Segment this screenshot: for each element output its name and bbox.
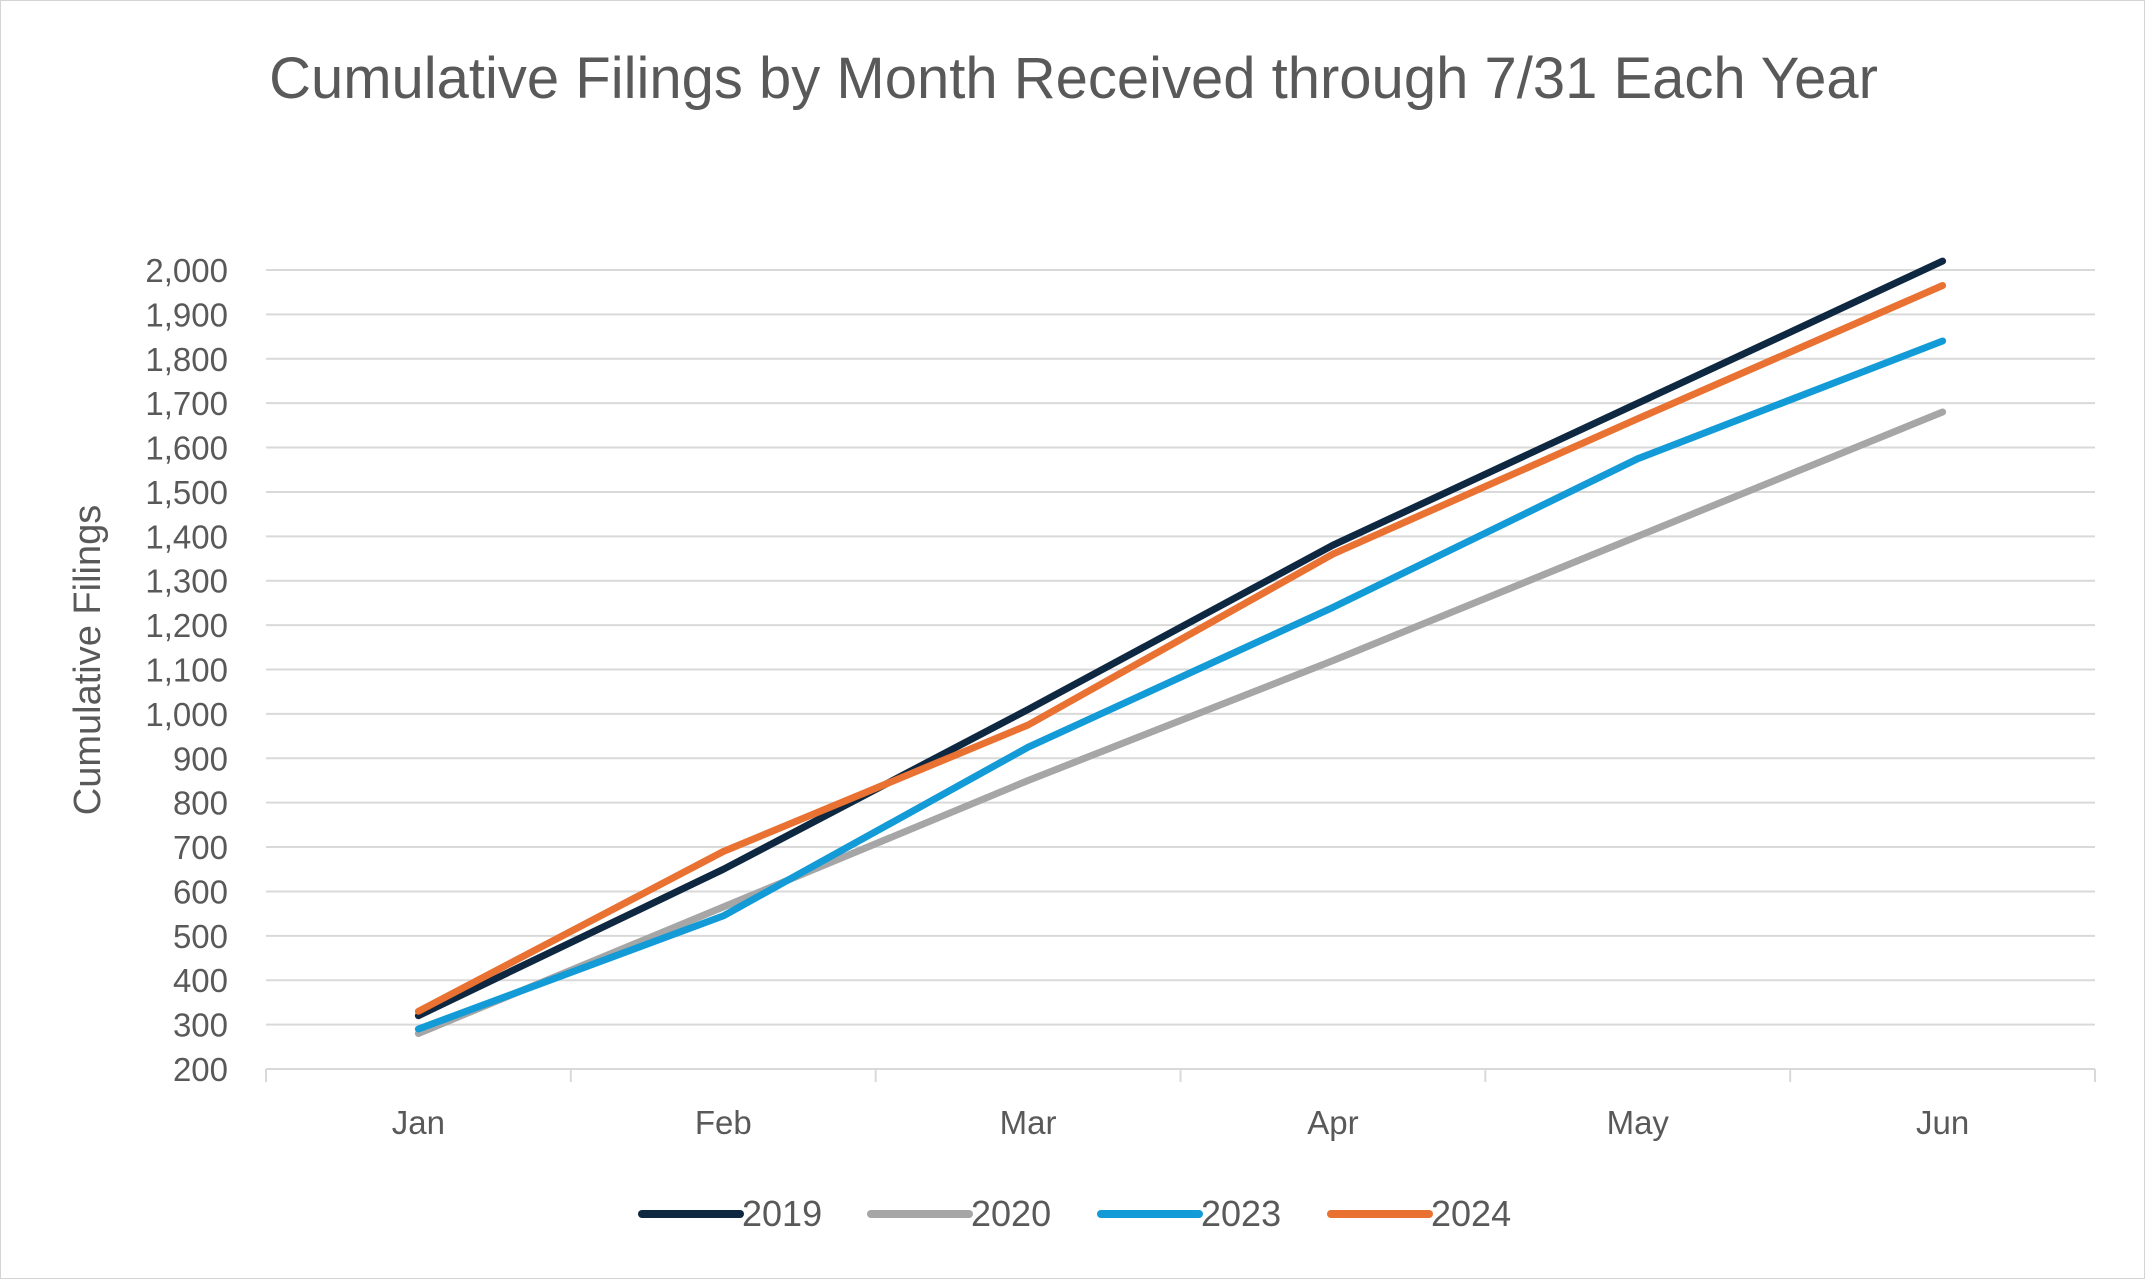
y-tick-label: 500 bbox=[173, 918, 228, 955]
legend-label: 2019 bbox=[742, 1193, 822, 1234]
y-tick-label: 900 bbox=[173, 740, 228, 777]
legend-label: 2023 bbox=[1201, 1193, 1281, 1234]
series-line-2019 bbox=[414, 257, 1947, 1020]
y-tick-label: 1,900 bbox=[145, 296, 228, 333]
legend-item-2020[interactable]: 2020 bbox=[867, 1193, 1051, 1234]
y-axis-ticks: 200 300 400 500 600 700 800 900 1,000 1,100 1,200 1… bbox=[145, 252, 228, 1088]
x-axis-ticks: Jan Feb Mar Apr May Jun bbox=[392, 1104, 1969, 1141]
legend[interactable]: 2019 2020 2023 2024 bbox=[638, 1193, 1511, 1234]
y-tick-label: 800 bbox=[173, 785, 228, 822]
legend-item-2023[interactable]: 2023 bbox=[1097, 1193, 1281, 1234]
x-axis bbox=[265, 1068, 2096, 1082]
y-axis-title: Cumulative Filings bbox=[67, 505, 109, 815]
y-tick-label: 1,700 bbox=[145, 385, 228, 422]
y-tick-label: 1,300 bbox=[145, 563, 228, 600]
y-tick-label: 1,000 bbox=[145, 696, 228, 733]
legend-label: 2020 bbox=[971, 1193, 1051, 1234]
y-tick-label: 1,400 bbox=[145, 518, 228, 555]
y-tick-label: 1,100 bbox=[145, 652, 228, 689]
x-tick-label: Mar bbox=[1000, 1104, 1057, 1141]
series-line-2023 bbox=[414, 337, 1947, 1033]
y-tick-label: 700 bbox=[173, 829, 228, 866]
legend-item-2024[interactable]: 2024 bbox=[1327, 1193, 1511, 1234]
series-lines bbox=[414, 257, 1947, 1037]
x-tick-label: May bbox=[1607, 1104, 1670, 1141]
y-tick-label: 300 bbox=[173, 1007, 228, 1044]
y-tick-label: 1,600 bbox=[145, 430, 228, 467]
y-tick-label: 1,500 bbox=[145, 474, 228, 511]
x-tick-label: Jan bbox=[392, 1104, 445, 1141]
x-tick-label: Feb bbox=[695, 1104, 752, 1141]
legend-label: 2024 bbox=[1431, 1193, 1511, 1234]
y-tick-label: 400 bbox=[173, 962, 228, 999]
y-tick-label: 2,000 bbox=[145, 252, 228, 289]
y-tick-label: 1,200 bbox=[145, 607, 228, 644]
y-tick-label: 1,800 bbox=[145, 341, 228, 378]
chart-title: Cumulative Filings by Month Received thr… bbox=[269, 46, 1878, 111]
x-tick-label: Apr bbox=[1307, 1104, 1358, 1141]
series-line-2024 bbox=[414, 282, 1947, 1015]
x-tick-label: Jun bbox=[1916, 1104, 1969, 1141]
gridlines bbox=[266, 269, 2095, 1026]
legend-item-2019[interactable]: 2019 bbox=[638, 1193, 822, 1234]
y-tick-label: 200 bbox=[173, 1051, 228, 1088]
series-line-2020 bbox=[414, 408, 1947, 1037]
y-tick-label: 600 bbox=[173, 873, 228, 910]
